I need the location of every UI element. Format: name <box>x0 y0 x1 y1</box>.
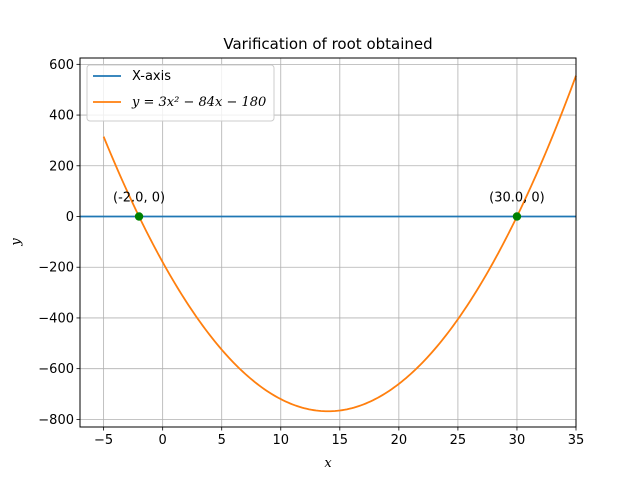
y-tick-label: 200 <box>49 159 74 174</box>
x-axis-ticks: −5 0 5 10 15 20 25 30 35 <box>94 427 584 448</box>
axes-frame <box>79 57 577 428</box>
y-axis-label: y <box>9 238 24 247</box>
plot-area <box>80 75 577 413</box>
legend-label-x-axis: X-axis <box>132 69 171 84</box>
x-tick-label: 0 <box>159 433 167 448</box>
root-annotation: (30.0, 0) <box>489 191 545 206</box>
x-tick-label: 5 <box>218 433 226 448</box>
x-tick-label: 20 <box>391 433 408 448</box>
y-tick-label: 0 <box>66 210 74 225</box>
legend-label-parabola: y = 3x² − 84x − 180 <box>131 95 266 110</box>
root-marker <box>134 212 144 221</box>
y-tick-label: −600 <box>38 362 74 377</box>
x-tick-label: 25 <box>450 433 467 448</box>
x-tick-label: 35 <box>568 433 585 448</box>
root-marker <box>512 212 522 221</box>
y-tick-label: −800 <box>38 413 74 428</box>
y-axis-ticks: −800 −600 −400 −200 0 200 400 600 <box>38 58 80 428</box>
chart-title: Varification of root obtained <box>223 35 432 53</box>
x-axis-label: x <box>324 456 332 471</box>
y-tick-label: 600 <box>49 58 74 73</box>
x-tick-label: −5 <box>94 433 113 448</box>
x-tick-label: 30 <box>509 433 526 448</box>
y-tick-label: −400 <box>38 311 74 326</box>
x-tick-label: 15 <box>332 433 349 448</box>
y-tick-label: 400 <box>49 109 74 124</box>
series-parabola-curve <box>102 75 577 413</box>
x-tick-label: 10 <box>272 433 289 448</box>
legend: X-axis y = 3x² − 84x − 180 <box>86 64 275 122</box>
root-annotation: (-2.0, 0) <box>113 191 165 206</box>
y-tick-label: −200 <box>38 261 74 276</box>
legend-box <box>86 64 275 122</box>
root-points: (-2.0, 0) (30.0, 0) <box>113 191 545 221</box>
